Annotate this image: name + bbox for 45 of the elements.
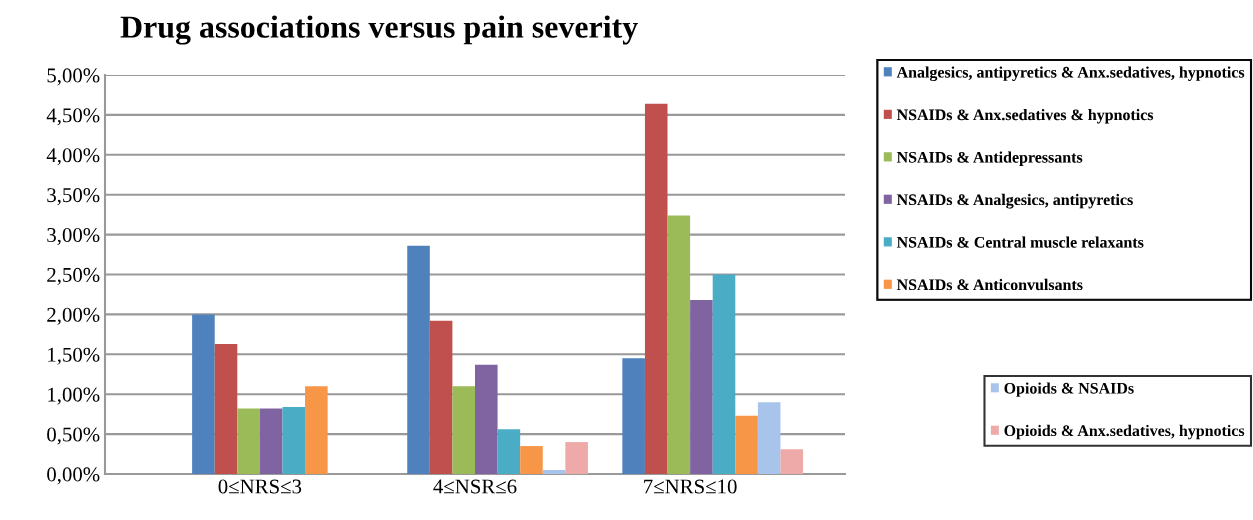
y-tick-label: 4,00% bbox=[46, 148, 100, 166]
bar bbox=[192, 314, 215, 474]
bar bbox=[542, 470, 566, 474]
bar bbox=[305, 386, 328, 474]
y-tick-label: 3,00% bbox=[47, 227, 100, 246]
legend-label: NSAIDs & Antidepressants bbox=[896, 151, 1083, 166]
legend-label: Analgesics, antipyretics & Anx.sedatives, hypnotics bbox=[896, 66, 1245, 81]
bar bbox=[407, 245, 430, 474]
x-tick-label: 4≤NSR≤6 bbox=[433, 479, 517, 494]
y-tick-label: 5,00% bbox=[47, 68, 100, 86]
legend-label: Opioids & Anx.sedatives, hypnotics bbox=[1004, 424, 1245, 440]
legend-label: NSAIDs & Analgesics, antipyretics bbox=[896, 193, 1133, 209]
bar bbox=[757, 402, 781, 474]
y-tick-label: 0,00% bbox=[47, 467, 100, 485]
y-tick-label: 2,50% bbox=[47, 267, 100, 285]
bar bbox=[237, 408, 260, 474]
x-tick-label: 7≤NRS≤10 bbox=[644, 479, 737, 494]
bar bbox=[282, 406, 306, 474]
y-tick-label: 0,50% bbox=[47, 427, 100, 445]
legend-label: NSAIDs & Central muscle relaxants bbox=[896, 236, 1144, 248]
bar bbox=[780, 449, 804, 474]
bar bbox=[475, 364, 498, 474]
bar bbox=[735, 415, 758, 474]
legend-label: NSAIDs & Anticonvulsants bbox=[896, 278, 1083, 291]
bar bbox=[622, 358, 645, 474]
chart-title: Drug associations versus pain severity bbox=[120, 15, 638, 45]
bar bbox=[520, 446, 543, 474]
y-tick-label: 3,50% bbox=[47, 188, 100, 206]
bar bbox=[667, 215, 691, 474]
bar bbox=[497, 429, 521, 474]
y-tick-label: 1,50% bbox=[48, 347, 100, 365]
y-tick-label: 2,00% bbox=[47, 307, 100, 325]
bar bbox=[712, 274, 736, 474]
y-tick-label: 1,00% bbox=[48, 387, 100, 405]
bar bbox=[690, 300, 713, 474]
bar bbox=[565, 442, 588, 474]
bar bbox=[644, 103, 668, 474]
bar bbox=[429, 320, 453, 474]
bar bbox=[214, 343, 238, 474]
y-tick-label: 4,50% bbox=[46, 108, 100, 126]
legend-label: Opioids & NSAIDs bbox=[1004, 382, 1134, 397]
x-tick-label: 0≤NRS≤3 bbox=[218, 479, 302, 494]
legend-label: NSAIDs & Anx.sedatives & hypnotics bbox=[896, 108, 1154, 124]
bar bbox=[259, 408, 283, 474]
bar bbox=[452, 386, 475, 474]
